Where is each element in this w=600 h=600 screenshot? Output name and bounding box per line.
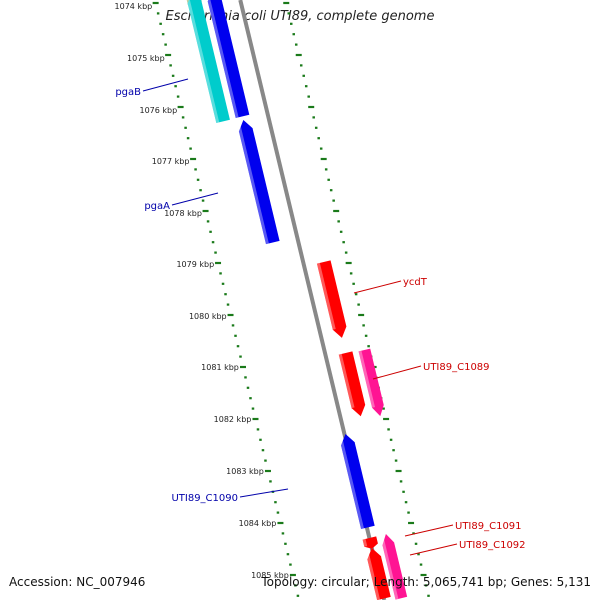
uti89-c1089-cds-b (358, 348, 384, 417)
scale-label: 1076 kbp (140, 106, 178, 115)
scale-label: 1083 kbp (226, 467, 264, 476)
uti89-c1092-leader-line (409, 543, 458, 556)
scale-label: 1081 kbp (201, 363, 239, 372)
pgab-cds (185, 0, 230, 123)
uti89-c1089-leader-line (372, 365, 422, 380)
pgaa-label: pgaA (144, 201, 170, 212)
uti89-c1091-label: UTI89_C1091 (455, 521, 522, 532)
uti89-c1089-label: UTI89_C1089 (423, 362, 490, 373)
scale-label: 1080 kbp (189, 312, 227, 321)
pgaa-leader-line (171, 192, 219, 206)
ycdt-cds (316, 260, 347, 338)
scale-label: 1082 kbp (214, 415, 252, 424)
pgaa-cds (236, 120, 280, 245)
ycdt-label: ycdT (403, 277, 428, 288)
uti89-c1090-label: UTI89_C1090 (171, 493, 238, 504)
uti89-c1092-cds-b (380, 534, 408, 600)
scale-label: 1085 kbp (251, 571, 289, 580)
pgab-leader-line (142, 78, 189, 92)
uti89-c1089-cds-a (338, 351, 366, 417)
ycdt-leader-line (353, 280, 402, 294)
pgab-label: pgaB (115, 87, 141, 98)
scale-label: 1078 kbp (164, 209, 202, 218)
uti89-c1092-cds-a (364, 548, 391, 600)
topology-summary-text: Topology: circular; Length: 5,065,741 bp… (261, 575, 591, 589)
uti89-c1092-label: UTI89_C1092 (459, 540, 526, 551)
scale-label: 1079 kbp (176, 260, 214, 269)
scale-label: 1075 kbp (127, 54, 165, 63)
scale-label: 1074 kbp (115, 2, 153, 11)
scale-label: 1077 kbp (152, 157, 190, 166)
accession-text: Accession: NC_007946 (9, 575, 146, 589)
ring-ticks: 1074 kbp 1075 kbp 1076 kbp 1077 kbp 1078 kbp… (115, 1, 430, 597)
uti89-c1090-cds (338, 434, 375, 529)
blue-cds-top (205, 0, 250, 119)
scale-label: 1084 kbp (239, 519, 277, 528)
labels: pgaB pgaA ycdT UTI89_C1089 UTI89_C1090 UTI89_… (115, 78, 526, 556)
uti89-c1091-leader-line (404, 524, 454, 537)
map-title: Escherichia coli UTI89, complete genome (165, 9, 435, 24)
features (184, 0, 408, 600)
uti89-c1091-cds (362, 536, 378, 549)
uti89-c1090-leader-line (239, 488, 289, 498)
